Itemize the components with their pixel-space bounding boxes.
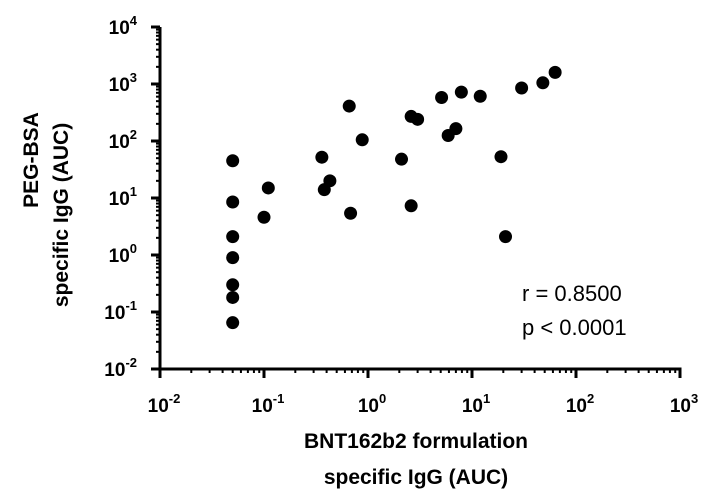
data-point: [226, 251, 240, 265]
data-point: [404, 199, 418, 213]
data-point: [261, 181, 275, 195]
data-point: [315, 150, 329, 164]
x-tick-label: 102: [566, 391, 594, 417]
data-point: [411, 112, 425, 126]
y-axis-title-line-2: specific IgG (AUC): [50, 123, 73, 307]
data-point: [323, 174, 337, 188]
p-value-annotation: p < 0.0001: [522, 315, 627, 340]
y-axis-title-line-1: PEG-BSA: [20, 112, 43, 208]
x-tick-label: 10-2: [148, 391, 181, 417]
data-point: [226, 195, 240, 209]
x-tick-label: 103: [670, 391, 698, 417]
x-axis-title-line-2: specific IgG (AUC): [324, 466, 508, 489]
data-point: [494, 150, 508, 164]
data-point: [226, 278, 240, 292]
data-point: [226, 230, 240, 244]
y-tick-label: 100: [109, 241, 137, 267]
data-point: [342, 99, 356, 113]
x-axis-title-line-1: BNT162b2 formulation: [304, 430, 528, 453]
data-point: [548, 65, 562, 79]
x-tick-label: 101: [462, 391, 490, 417]
data-point: [226, 290, 240, 304]
x-tick-labels: 10-2 10-1 100 101 102 103: [148, 369, 698, 417]
data-point: [499, 230, 513, 244]
data-point: [454, 85, 468, 99]
data-point: [435, 90, 449, 104]
data-point: [473, 89, 487, 103]
correlation-r-annotation: r = 0.8500: [522, 281, 622, 306]
data-point: [226, 316, 240, 330]
y-tick-label: 10-1: [104, 298, 137, 324]
y-tick-label: 101: [109, 184, 137, 210]
data-points: [226, 65, 562, 330]
x-tick-label: 100: [358, 391, 386, 417]
y-tick-labels: 10-2 10-1 100 101 102 103 104: [104, 13, 160, 381]
data-point: [226, 154, 240, 168]
y-tick-label: 10-2: [104, 355, 137, 381]
data-point: [355, 133, 369, 147]
data-point: [536, 76, 550, 90]
data-point: [344, 206, 358, 220]
data-point: [395, 152, 409, 166]
data-point: [515, 81, 529, 95]
y-tick-label: 103: [109, 70, 137, 96]
minor-ticks: [156, 28, 677, 373]
y-tick-label: 104: [109, 13, 138, 39]
x-tick-label: 10-1: [252, 391, 285, 417]
y-tick-label: 102: [109, 127, 137, 153]
data-point: [449, 122, 463, 136]
data-point: [257, 210, 271, 224]
